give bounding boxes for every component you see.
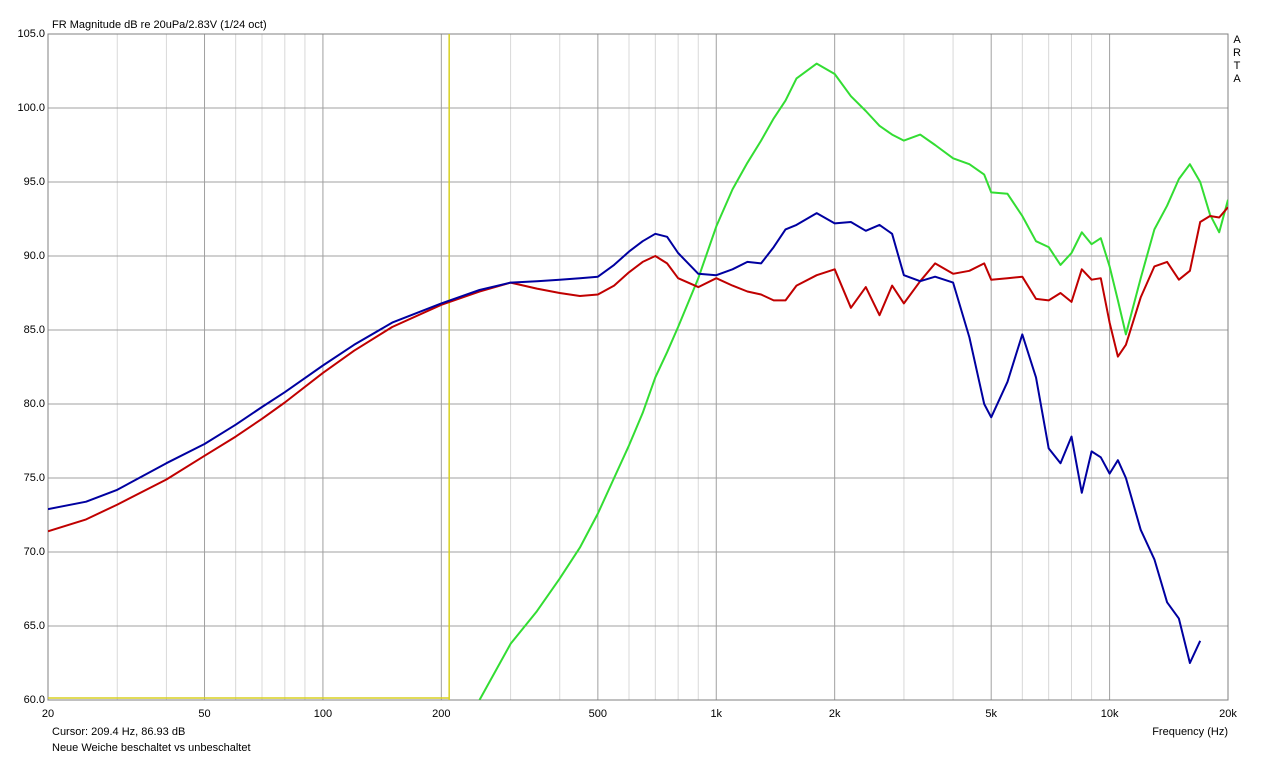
y-tick-label: 75.0 <box>24 472 45 484</box>
x-tick-label: 5k <box>985 708 997 720</box>
y-tick-label: 80.0 <box>24 398 45 410</box>
footnote: Neue Weiche beschaltet vs unbeschaltet <box>52 742 251 754</box>
watermark-letter: R <box>1233 47 1241 59</box>
chart-title: FR Magnitude dB re 20uPa/2.83V (1/24 oct… <box>52 19 267 31</box>
series-line <box>478 62 1228 700</box>
cursor-readout: Cursor: 209.4 Hz, 86.93 dB <box>52 726 185 738</box>
y-tick-label: 60.0 <box>24 694 45 706</box>
plot-frame <box>47 33 1229 701</box>
y-tick-label: 70.0 <box>24 546 45 558</box>
y-tick-label: 90.0 <box>24 250 45 262</box>
y-tick-label: 105.0 <box>17 28 45 40</box>
y-tick-label: 100.0 <box>17 102 45 114</box>
watermark-letter: A <box>1233 73 1241 85</box>
watermark-letter: T <box>1234 60 1241 72</box>
watermark-letter: A <box>1233 34 1241 46</box>
series-line <box>48 206 1228 533</box>
x-tick-label: 2k <box>829 708 841 720</box>
x-axis-label: Frequency (Hz) <box>1152 726 1228 738</box>
x-tick-label: 50 <box>198 708 210 720</box>
series-line <box>48 212 1202 664</box>
y-tick-label: 65.0 <box>24 620 45 632</box>
y-tick-label: 95.0 <box>24 176 45 188</box>
x-tick-label: 20k <box>1219 708 1237 720</box>
x-tick-label: 10k <box>1101 708 1119 720</box>
x-tick-label: 200 <box>432 708 450 720</box>
x-tick-label: 100 <box>314 708 332 720</box>
x-tick-label: 500 <box>589 708 607 720</box>
x-tick-label: 1k <box>710 708 722 720</box>
x-tick-label: 20 <box>42 708 54 720</box>
y-tick-label: 85.0 <box>24 324 45 336</box>
